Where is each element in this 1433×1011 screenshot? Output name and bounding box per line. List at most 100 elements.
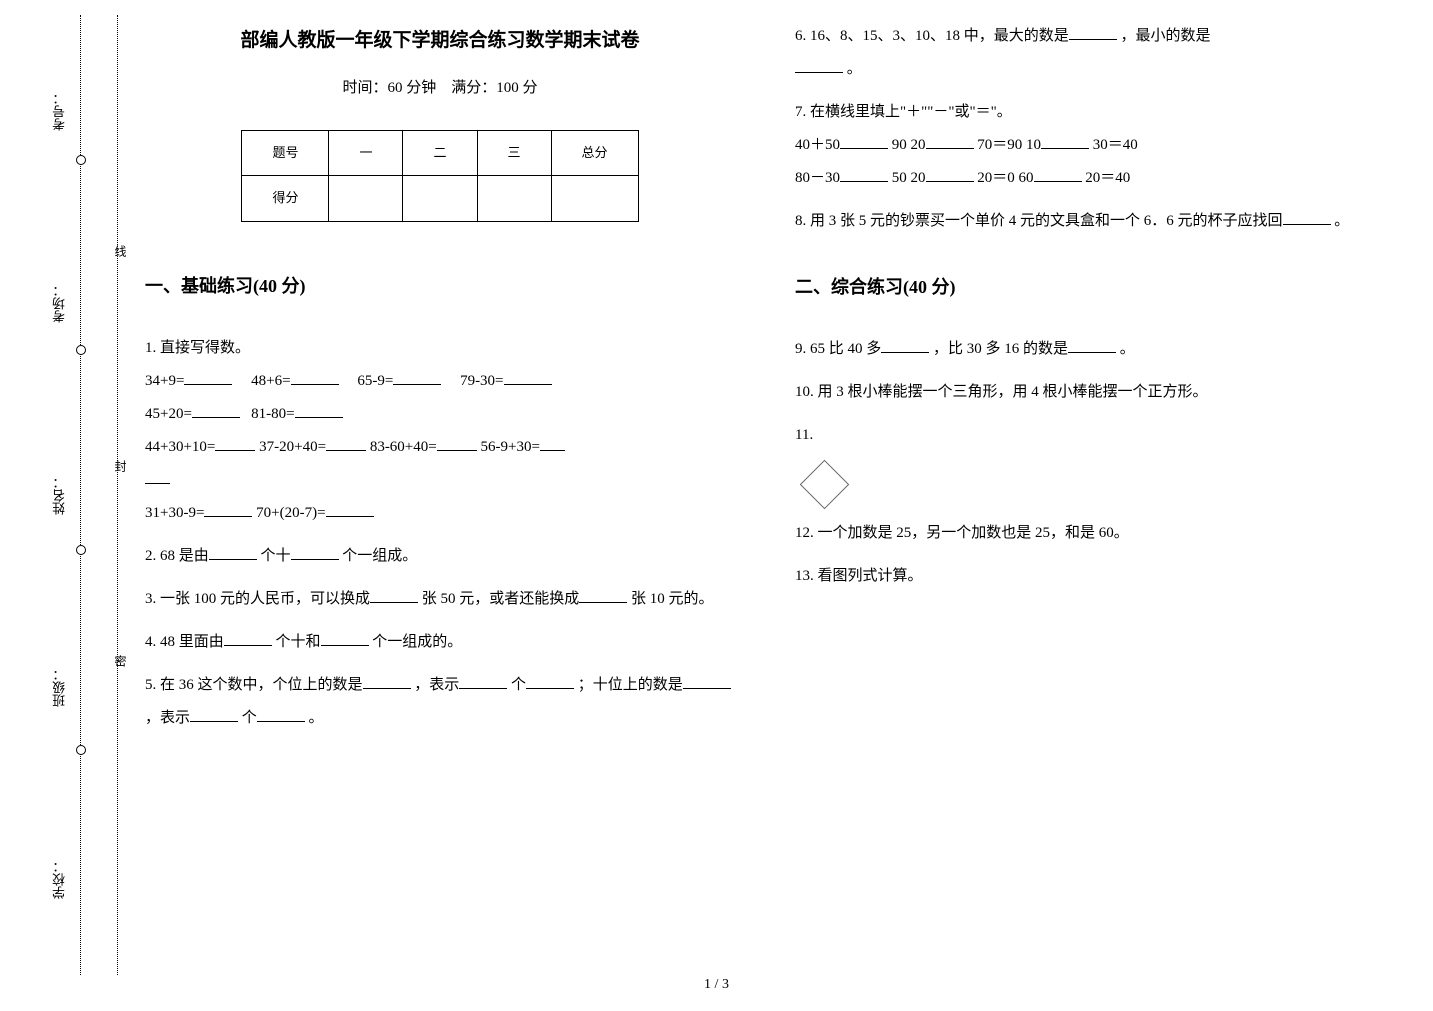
blank bbox=[209, 545, 257, 560]
blank bbox=[224, 631, 272, 646]
blank bbox=[145, 469, 170, 484]
q5: 5. 在 36 这个数中，个位上的数是 ，表示 个 ；十位上的数是 ，表示 个 … bbox=[145, 669, 735, 735]
q1-line4: 31+30-9= 70+(20-7)= bbox=[145, 464, 735, 530]
eq: 70＝90 10 bbox=[977, 137, 1041, 153]
blank bbox=[526, 674, 574, 689]
eq: 65-9= bbox=[357, 373, 393, 389]
eq: 20＝0 60 bbox=[977, 170, 1033, 186]
blank bbox=[1069, 25, 1117, 40]
text: 3. 一张 100 元的人民币，可以换成 bbox=[145, 591, 370, 607]
q7-row2: 80－30 50 20 20＝0 60 20＝40 bbox=[795, 162, 1385, 195]
text: 个十 bbox=[261, 548, 291, 564]
label-class: 班级： bbox=[50, 663, 69, 712]
q1: 1. 直接写得数。 34+9= 48+6= 65-9= 79-30= 45+20… bbox=[145, 332, 735, 530]
cell: 总分 bbox=[551, 130, 638, 176]
q7-label: 7. 在横线里填上"＋""－"或"＝"。 bbox=[795, 96, 1385, 129]
q8: 8. 用 3 张 5 元的钞票买一个单价 4 元的文具盒和一个 6．6 元的杯子… bbox=[795, 205, 1385, 238]
text: 个 bbox=[511, 677, 526, 693]
q9: 9. 65 比 40 多 ，比 30 多 16 的数是 。 bbox=[795, 333, 1385, 366]
dotted-line-1 bbox=[80, 15, 81, 975]
blank bbox=[881, 338, 929, 353]
q13: 13. 看图列式计算。 bbox=[795, 560, 1385, 593]
text: 。 bbox=[309, 710, 324, 726]
eq: 79-30= bbox=[460, 373, 503, 389]
text: 4. 48 里面由 bbox=[145, 634, 224, 650]
text: ，比 30 多 16 的数是 bbox=[933, 341, 1068, 357]
q1-line3: 44+30+10= 37-20+40= 83-60+40= 56-9+30= bbox=[145, 431, 735, 464]
eq: 45+20= bbox=[145, 406, 192, 422]
circle-icon bbox=[76, 545, 86, 555]
q1-line2: 45+20= 81-80= bbox=[145, 398, 735, 431]
text: 个一组成。 bbox=[342, 548, 417, 564]
section1-heading: 一、基础练习(40 分) bbox=[145, 267, 735, 307]
blank bbox=[459, 674, 507, 689]
blank bbox=[363, 674, 411, 689]
eq: 44+30+10= bbox=[145, 439, 215, 455]
score-table: 题号 一 二 三 总分 得分 bbox=[241, 130, 638, 222]
blank bbox=[540, 436, 565, 451]
label-name: 姓名： bbox=[50, 471, 69, 520]
eq: 20＝40 bbox=[1085, 170, 1130, 186]
eq: 70+(20-7)= bbox=[256, 505, 325, 521]
eq: 81-80= bbox=[251, 406, 294, 422]
circle-icon bbox=[76, 745, 86, 755]
blank bbox=[326, 436, 366, 451]
circle-icon bbox=[76, 155, 86, 165]
cell: 得分 bbox=[242, 176, 329, 222]
circle-icon bbox=[76, 345, 86, 355]
text: 。 bbox=[1120, 341, 1135, 357]
blank bbox=[215, 436, 255, 451]
page-number: 1 / 3 bbox=[704, 977, 729, 993]
binding-labels: 考号： 考场： 姓名： 班级： 学校： bbox=[50, 15, 69, 975]
seal-word: 封 bbox=[112, 460, 129, 472]
text: 个十和 bbox=[276, 634, 321, 650]
label-room: 考场： bbox=[50, 279, 69, 328]
text: 9. 65 比 40 多 bbox=[795, 341, 881, 357]
blank bbox=[795, 58, 843, 73]
blank bbox=[840, 134, 888, 149]
blank bbox=[926, 167, 974, 182]
blank bbox=[204, 502, 252, 517]
table-row: 得分 bbox=[242, 176, 638, 222]
blank bbox=[926, 134, 974, 149]
eq: 80－30 bbox=[795, 170, 840, 186]
blank bbox=[321, 631, 369, 646]
blank bbox=[840, 167, 888, 182]
cell: 题号 bbox=[242, 130, 329, 176]
eq: 50 20 bbox=[892, 170, 926, 186]
text: 张 50 元，或者还能换成 bbox=[422, 591, 580, 607]
cell: 一 bbox=[329, 130, 403, 176]
blank bbox=[1041, 134, 1089, 149]
q10: 10. 用 3 根小棒能摆一个三角形，用 4 根小棒能摆一个正方形。 bbox=[795, 376, 1385, 409]
text: 2. 68 是由 bbox=[145, 548, 209, 564]
label-examno: 考号： bbox=[50, 87, 69, 136]
label-school: 学校： bbox=[50, 855, 69, 904]
blank bbox=[1068, 338, 1116, 353]
blank bbox=[437, 436, 477, 451]
dotted-line-2: 线 封 密 bbox=[117, 15, 118, 975]
seal-word: 线 bbox=[112, 245, 129, 257]
eq: 34+9= bbox=[145, 373, 184, 389]
blank bbox=[504, 370, 552, 385]
text: ，表示 bbox=[414, 677, 459, 693]
eq: 40＋50 bbox=[795, 137, 840, 153]
binding-margin: 考号： 考场： 姓名： 班级： 学校： 线 封 密 bbox=[45, 15, 125, 975]
q7: 7. 在横线里填上"＋""－"或"＝"。 40＋50 90 20 70＝90 1… bbox=[795, 96, 1385, 195]
blank bbox=[291, 370, 339, 385]
text: ，表示 bbox=[145, 710, 190, 726]
text: 6. 16、8、15、3、10、18 中，最大的数是 bbox=[795, 28, 1069, 44]
q11: 11. bbox=[795, 419, 1385, 452]
cell bbox=[477, 176, 551, 222]
blank bbox=[184, 370, 232, 385]
text: ；十位上的数是 bbox=[578, 677, 683, 693]
text: 张 10 元的。 bbox=[631, 591, 714, 607]
left-column: 部编人教版一年级下学期综合练习数学期末试卷 时间：60 分钟 满分：100 分 … bbox=[145, 20, 735, 745]
q12: 12. 一个加数是 25，另一个加数也是 25，和是 60。 bbox=[795, 517, 1385, 550]
cell bbox=[551, 176, 638, 222]
exam-subtitle: 时间：60 分钟 满分：100 分 bbox=[145, 72, 735, 105]
text: 个 bbox=[242, 710, 257, 726]
q2: 2. 68 是由 个十 个一组成。 bbox=[145, 540, 735, 573]
blank bbox=[683, 674, 731, 689]
text: 个一组成的。 bbox=[372, 634, 462, 650]
blank bbox=[192, 403, 240, 418]
